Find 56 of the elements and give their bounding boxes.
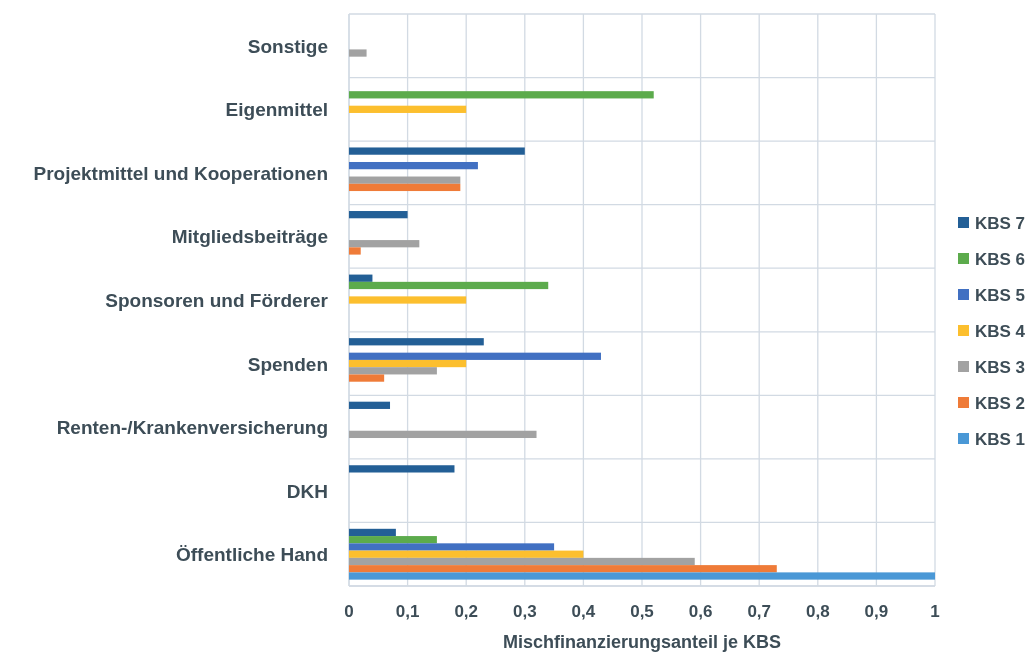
x-tick-label: 0,7 (747, 602, 772, 621)
legend-label: KBS 7 (975, 214, 1026, 233)
x-tick-label: 0,2 (454, 602, 479, 621)
y-tick-label: DKH (286, 480, 328, 502)
bar (349, 572, 935, 580)
bar (349, 49, 367, 57)
y-tick-label: Sonstige (247, 35, 328, 57)
x-tick-label: 0,9 (864, 602, 889, 621)
bar (349, 281, 549, 290)
bar (349, 247, 361, 255)
bar (349, 147, 525, 155)
x-tick-label: 1 (930, 602, 940, 621)
bar (349, 401, 391, 409)
bar (349, 105, 467, 113)
legend-label: KBS 5 (975, 286, 1026, 305)
bar (349, 550, 584, 558)
bar (349, 338, 484, 346)
y-tick-label: Mitgliedsbeiträge (171, 226, 328, 248)
y-tick-label: Renten-/Krankenversicherung (56, 417, 328, 439)
x-tick-label: 0,1 (395, 602, 420, 621)
y-tick-label: Sponsoren und Förderer (105, 290, 329, 311)
bar (349, 557, 695, 566)
bar (349, 176, 461, 184)
x-tick-label: 0,3 (512, 602, 537, 621)
bar (349, 211, 408, 219)
y-tick-label: Projektmittel und Kooperationen (33, 162, 328, 184)
bar (349, 240, 420, 248)
x-tick-label: 0 (344, 602, 354, 621)
y-tick-label: Eigenmittel (225, 99, 328, 121)
bar (349, 359, 467, 368)
legend-label: KBS 4 (975, 322, 1026, 341)
bar (349, 91, 654, 99)
bar (349, 536, 437, 544)
bar (349, 274, 373, 282)
y-tick-label: Spenden (247, 353, 328, 375)
bar (349, 430, 537, 439)
x-tick-label: 0,5 (630, 602, 654, 621)
bar (349, 367, 437, 375)
x-tick-label: 0,4 (571, 602, 596, 621)
x-tick-label: 0,6 (688, 602, 713, 621)
bar (349, 352, 601, 360)
bar (349, 161, 478, 170)
bar (349, 565, 777, 573)
x-tick-label: 0,8 (805, 602, 830, 621)
bar (349, 374, 385, 382)
legend-label: KBS 3 (975, 358, 1026, 377)
bar (349, 296, 467, 304)
y-tick-label: Öffentliche Hand (175, 544, 328, 566)
bar (349, 465, 455, 473)
bar (349, 183, 461, 192)
bar (349, 543, 555, 551)
legend-label: KBS 1 (975, 430, 1026, 449)
x-axis-title: Mischfinanzierungsanteil je KBS (502, 632, 782, 652)
bar (349, 528, 396, 537)
legend-label: KBS 2 (975, 394, 1026, 413)
legend-label: KBS 6 (975, 250, 1026, 269)
